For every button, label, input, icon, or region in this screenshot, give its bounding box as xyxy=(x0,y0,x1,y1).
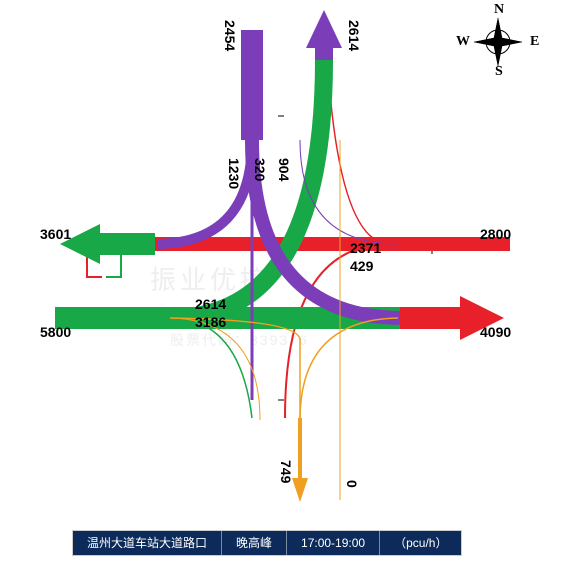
lbl-north-left: 1230 xyxy=(226,158,242,189)
lbl-west-left: 2614 xyxy=(195,296,226,312)
lbl-south-out: 0 xyxy=(344,480,360,488)
footer-unit: （pcu/h） xyxy=(380,531,461,555)
lbl-west-in: 5800 xyxy=(40,324,71,340)
lbl-north-through: 320 xyxy=(252,158,268,181)
footer-timerange: 17:00-19:00 xyxy=(287,531,380,555)
lbl-west-through: 3186 xyxy=(195,314,226,330)
compass-e: E xyxy=(530,34,539,50)
lbl-east-through: 2371 xyxy=(350,240,381,256)
lbl-north-right: 904 xyxy=(276,158,292,181)
compass-w: W xyxy=(456,34,470,50)
north-right xyxy=(158,140,252,244)
compass xyxy=(474,18,522,66)
lbl-east-right: 429 xyxy=(350,258,373,274)
compass-n: N xyxy=(494,2,504,18)
south-out-head xyxy=(292,478,308,502)
title-bar: 温州大道车站大道路口 晚高峰 17:00-19:00 （pcu/h） xyxy=(72,530,462,556)
lbl-south-in: 749 xyxy=(278,460,294,483)
lbl-east-in: 2800 xyxy=(480,226,511,242)
west-right xyxy=(170,318,252,418)
lbl-north-in: 2454 xyxy=(222,20,238,51)
footer-location: 温州大道车站大道路口 xyxy=(73,531,222,555)
lbl-north-out: 2614 xyxy=(346,20,362,51)
east-right xyxy=(328,68,390,244)
compass-s: S xyxy=(495,64,503,80)
north-out-head xyxy=(306,10,342,48)
south-right xyxy=(300,318,398,420)
footer-period: 晚高峰 xyxy=(222,531,287,555)
lbl-west-out: 3601 xyxy=(40,226,71,242)
lbl-east-out: 4090 xyxy=(480,324,511,340)
